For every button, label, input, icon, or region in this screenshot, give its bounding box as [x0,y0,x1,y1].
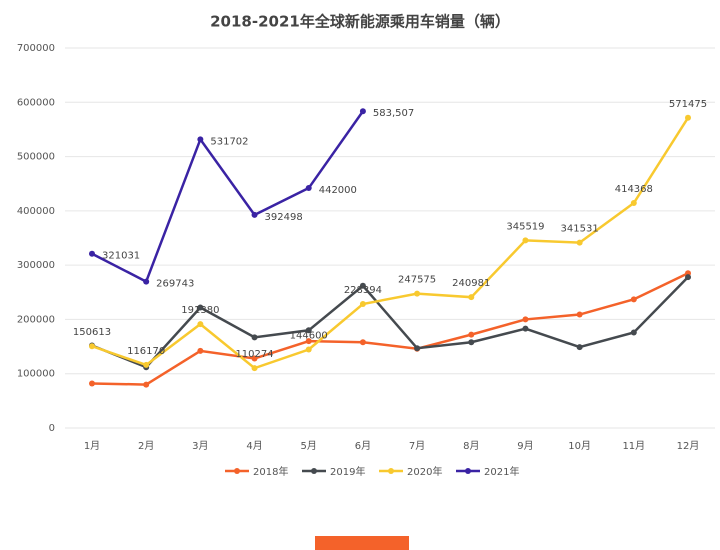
data-label: 442000 [319,185,357,196]
y-tick-label: 700000 [17,43,55,54]
point [89,380,95,387]
legend-dot [465,468,471,474]
data-label: 247575 [398,275,436,286]
x-tick-label: 2月 [138,440,154,452]
point [197,347,204,354]
point [576,344,583,351]
point [414,345,421,352]
point [143,361,150,368]
point [197,304,204,311]
point [630,329,637,336]
point [468,331,475,338]
point [468,339,475,346]
point [522,237,529,244]
data-label: 116170 [127,346,165,357]
point [143,278,150,285]
data-label: 392498 [265,212,303,223]
x-tick-label: 12月 [677,440,700,452]
data-label: 531702 [210,136,248,147]
series-line [91,276,689,369]
x-tick-label: 11月 [622,440,645,452]
legend-dot [388,468,394,474]
x-tick-label: 7月 [409,440,425,452]
point [143,381,150,388]
data-label: 191380 [181,305,219,316]
y-tick-label: 300000 [17,260,55,271]
point [468,294,475,301]
point [305,338,312,345]
point [630,296,637,303]
y-tick-label: 100000 [17,369,55,380]
data-label: 228394 [344,285,382,296]
point [89,343,95,350]
series-line [91,110,364,284]
point [197,136,204,143]
data-label: 240981 [452,278,490,289]
point [251,355,258,362]
y-tick-label: 0 [49,423,55,434]
series-line [91,117,690,370]
data-label: 321031 [102,251,140,262]
data-label: 414368 [615,184,653,195]
x-tick-label: 5月 [301,440,317,452]
point [685,274,691,281]
point [251,211,258,218]
y-tick-label: 600000 [17,97,55,108]
data-label: 150613 [73,327,111,338]
x-tick-label: 6月 [355,440,371,452]
data-label: 571475 [669,99,707,110]
point [305,346,312,353]
legend-dot [311,468,317,474]
data-label: 583,507 [373,108,414,119]
x-tick-label: 10月 [568,440,591,452]
x-tick-label: 8月 [463,440,479,452]
point [359,301,366,308]
point [359,339,366,346]
data-label: 345519 [506,221,544,232]
point [522,325,529,332]
data-label: 341531 [561,224,599,235]
y-tick-label: 400000 [17,206,55,217]
data-label: 144600 [290,331,328,342]
y-tick-label: 200000 [17,314,55,325]
x-tick-label: 1月 [84,440,100,452]
point [197,321,204,328]
point [305,327,312,334]
point [685,114,691,121]
point [576,239,583,246]
point [89,250,95,257]
point [305,185,312,192]
x-tick-label: 4月 [246,440,262,452]
legend-dot [234,468,240,474]
point [251,365,258,372]
x-tick-label: 9月 [517,440,533,452]
point [576,311,583,318]
legend-label: 2019年 [330,465,365,478]
x-tick-label: 3月 [192,440,208,452]
legend-label: 2020年 [407,465,442,478]
legend-label: 2018年 [253,465,288,478]
legend-label: 2021年 [484,465,519,478]
point [359,108,366,115]
y-tick-label: 500000 [17,152,55,163]
point [359,282,366,289]
footer-bar [315,536,409,550]
point [414,290,421,297]
point [251,334,258,341]
point [522,316,529,323]
data-label: 110274 [235,349,273,360]
data-label: 269743 [156,279,194,290]
point [630,200,637,207]
series-line [91,272,689,386]
chart-title: 2018-2021年全球新能源乘用车销量（辆） [210,13,510,31]
